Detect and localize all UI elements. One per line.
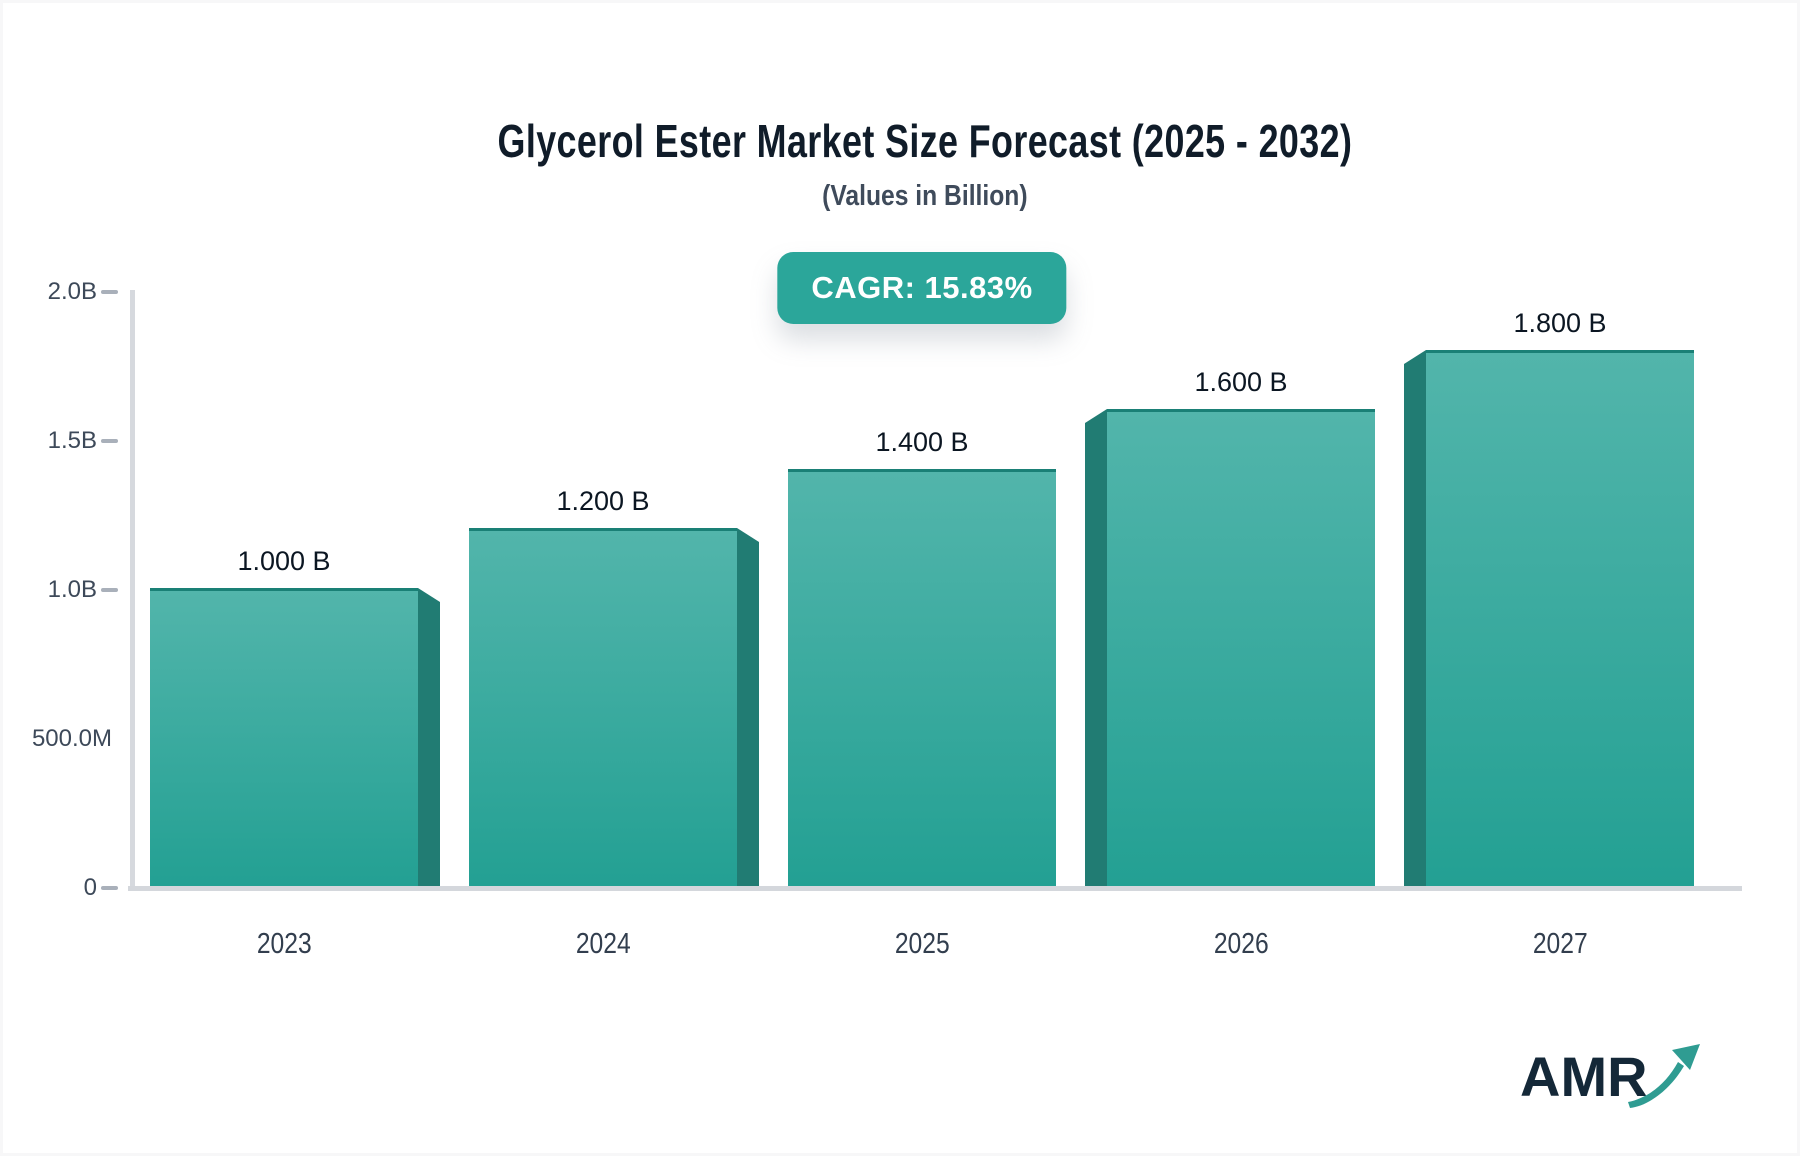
y-axis-tick-mark (101, 290, 118, 294)
bar-2027[interactable] (1426, 350, 1694, 886)
x-axis-label: 2024 (469, 928, 737, 961)
y-axis-tick-mark (101, 439, 118, 443)
chart-title: Glycerol Ester Market Size Forecast (202… (120, 112, 1730, 170)
bar-3d-side-face (418, 588, 440, 886)
amr-logo-text: AMR (1520, 1045, 1648, 1108)
bar-value-label: 1.000 B (237, 546, 331, 576)
cagr-badge: CAGR: 15.83% (777, 252, 1067, 324)
y-axis-tick-label: 0 (83, 874, 97, 901)
bar-2024[interactable] (469, 528, 737, 886)
x-axis-label-text: 2027 (1532, 928, 1588, 960)
chart-subtitle: (Values in Billion) (120, 180, 1730, 213)
bar-2025[interactable] (788, 469, 1056, 886)
bar-value-label: 1.800 B (1513, 308, 1607, 338)
x-axis-label-text: 2026 (1213, 928, 1269, 960)
chart-header: Glycerol Ester Market Size Forecast (202… (120, 112, 1730, 213)
amr-logo: AMR (1520, 1044, 1700, 1108)
x-axis-label-text: 2024 (575, 928, 631, 960)
bar-value-label: 1.600 B (1194, 367, 1288, 397)
x-axis-baseline (128, 886, 1742, 891)
bar-2026[interactable] (1107, 409, 1375, 886)
y-axis-tick-label: 500.0M (31, 725, 112, 752)
x-axis-label: 2027 (1426, 928, 1694, 961)
bar-value-label: 1.200 B (556, 486, 650, 516)
chart-subtitle-text: (Values in Billion) (822, 180, 1028, 212)
bar-3d-side-face (1404, 350, 1426, 886)
bar-2023[interactable] (150, 588, 418, 886)
y-axis-tick-label: 1.0B (47, 576, 97, 603)
y-axis-tick-mark (101, 886, 118, 890)
x-axis-label: 2023 (150, 928, 418, 961)
x-axis-label-text: 2025 (894, 928, 950, 960)
y-axis-tick-label: 1.5B (47, 427, 97, 454)
logo-arrow-icon (1628, 1062, 1684, 1108)
y-axis-tick-mark (101, 588, 118, 592)
x-axis-label-text: 2023 (256, 928, 312, 960)
chart-title-text: Glycerol Ester Market Size Forecast (202… (497, 115, 1353, 167)
x-axis-label: 2025 (788, 928, 1056, 961)
x-axis-label: 2026 (1107, 928, 1375, 961)
bar-value-label: 1.400 B (875, 427, 969, 457)
bar-3d-side-face (737, 528, 759, 886)
bar-3d-side-face (1085, 409, 1107, 886)
y-axis-line (130, 290, 135, 890)
y-axis-tick-label: 2.0B (47, 278, 97, 305)
